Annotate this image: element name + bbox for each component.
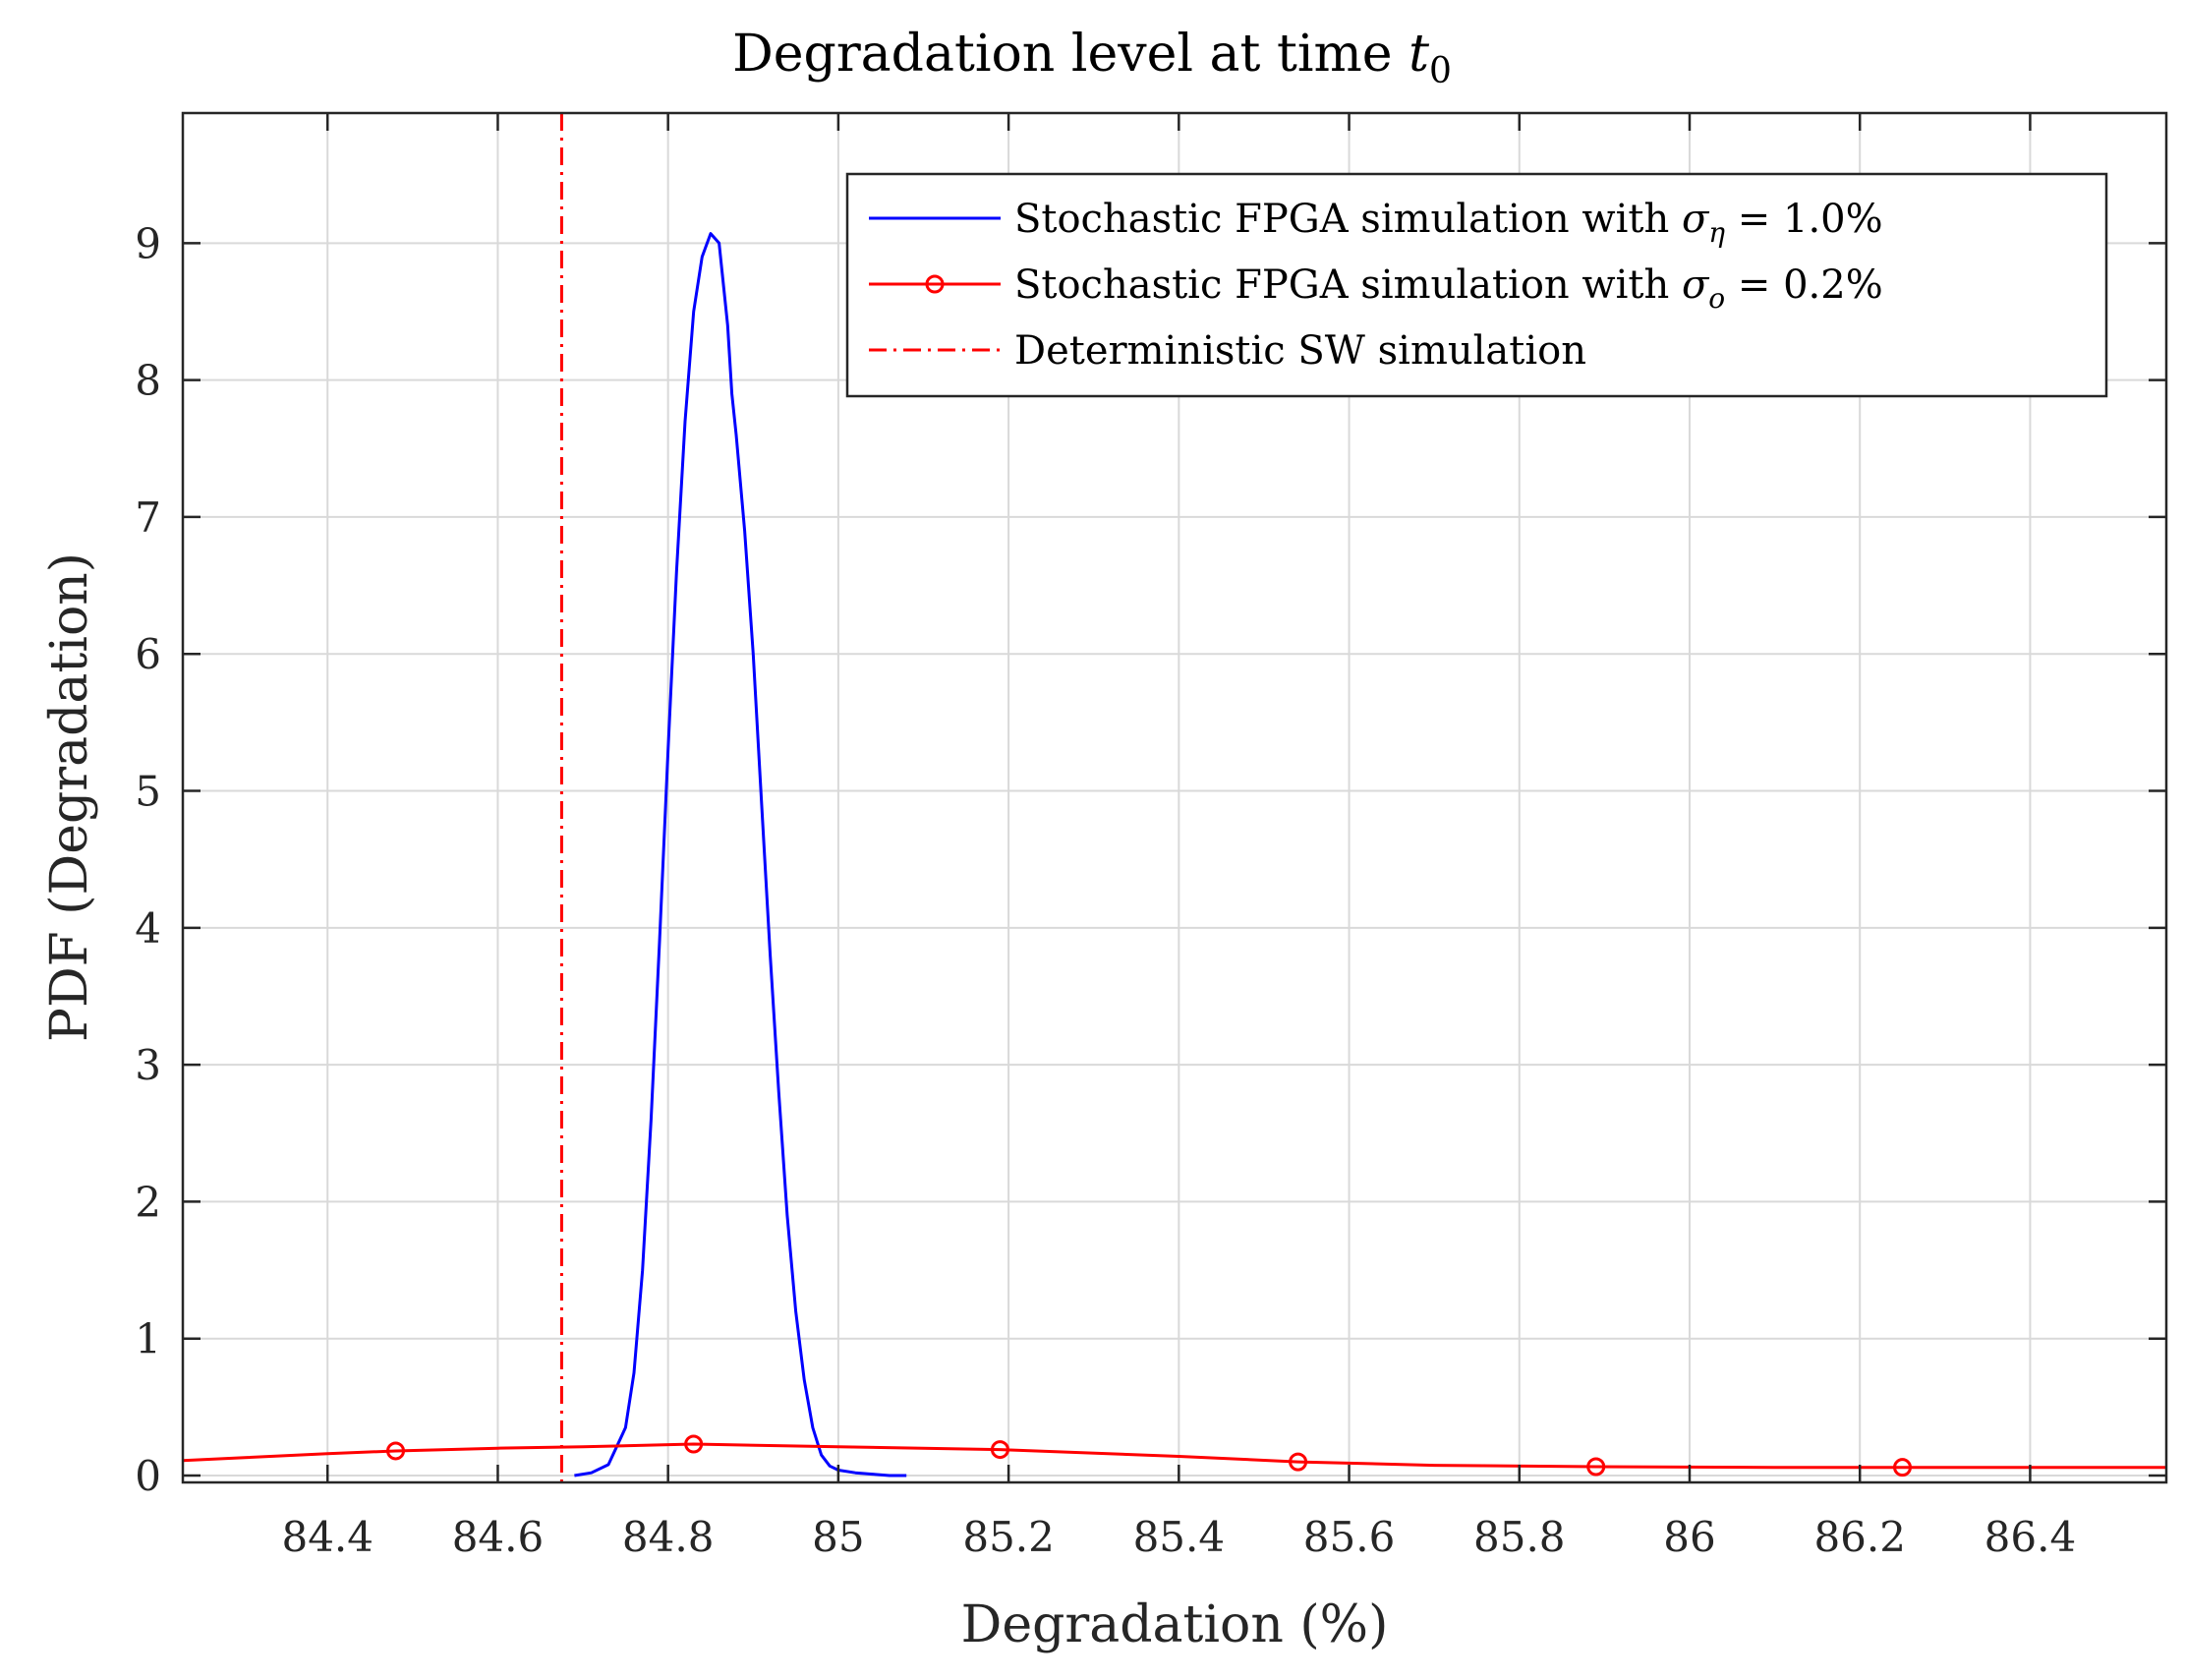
- x-tick-label: 84.6: [452, 1513, 545, 1561]
- y-tick-label: 5: [135, 768, 161, 816]
- legend-sample-marker: [925, 274, 945, 294]
- y-tick-label: 2: [135, 1178, 161, 1226]
- x-tick-label: 84.4: [281, 1513, 374, 1561]
- plot-area-frame: [181, 111, 2168, 1484]
- series-line-stochastic-o: [183, 1442, 2166, 1470]
- y-tick-label: 7: [135, 493, 161, 542]
- x-axis-title: Degradation (%): [961, 1595, 1389, 1654]
- y-tick-label: 9: [135, 219, 161, 267]
- x-tick-label: 86.2: [1813, 1513, 1906, 1561]
- y-axis-title: PDF (Degradation): [40, 552, 99, 1042]
- legend-box: [845, 172, 2108, 398]
- x-tick-label: 85.2: [962, 1513, 1055, 1561]
- x-tick-label: 85.8: [1473, 1513, 1566, 1561]
- legend-entry-label: Stochastic FPGA simulation with σo = 0.2…: [1014, 262, 1883, 315]
- y-tick-label: 0: [135, 1452, 161, 1500]
- y-tick-label: 1: [135, 1315, 161, 1363]
- series-marker-point: [684, 1434, 704, 1454]
- x-tick-label: 85: [812, 1513, 864, 1561]
- legend: Stochastic FPGA simulation with ση = 1.0…: [845, 172, 2108, 398]
- series-line-stochastic-eta: [574, 232, 907, 1477]
- y-tick-label: 4: [135, 904, 161, 953]
- x-tick-label: 85.6: [1303, 1513, 1396, 1561]
- chart-title: Degradation level at time t0: [732, 25, 1452, 91]
- y-tick-label: 8: [135, 357, 161, 405]
- tick-layer: 84.4 84.6 84.8 85 85.2 85.4 85.6 85.8 86 86.2 86.4…: [135, 113, 2166, 1561]
- legend-entry-label: Deterministic SW simulation: [1014, 328, 1586, 374]
- legend-entry-label: Stochastic FPGA simulation with ση = 1.0…: [1014, 197, 1883, 249]
- y-tick-label: 3: [135, 1041, 161, 1089]
- x-tick-label: 86.4: [1984, 1513, 2077, 1561]
- x-tick-label: 85.4: [1133, 1513, 1226, 1561]
- series-marker-point: [990, 1440, 1009, 1460]
- series-marker-point: [1586, 1457, 1606, 1477]
- series-marker-point: [386, 1441, 406, 1461]
- y-tick-label: 6: [135, 630, 161, 678]
- series-marker-point: [1893, 1458, 1913, 1477]
- legend-entries: Stochastic FPGA simulation with ση = 1.0…: [869, 197, 1883, 374]
- x-tick-label: 84.8: [622, 1513, 715, 1561]
- series-marker-point: [1289, 1452, 1308, 1472]
- x-tick-label: 86: [1663, 1513, 1715, 1561]
- series-layer: [183, 113, 2166, 1482]
